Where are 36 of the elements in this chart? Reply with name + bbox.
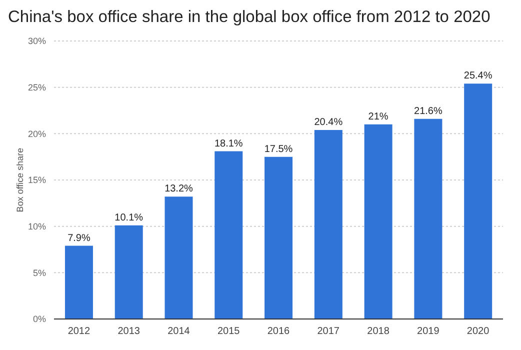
- y-tick-label: 0%: [32, 314, 46, 324]
- x-tick-label: 2017: [317, 326, 340, 338]
- bar: [464, 84, 492, 319]
- x-tick-label: 2014: [168, 326, 190, 338]
- data-label: 20.4%: [314, 116, 343, 128]
- chart-title: China's box office share in the global box office from 2012 to 2020: [8, 8, 492, 27]
- x-tick-label: 2016: [267, 326, 290, 338]
- y-tick-label: 15%: [28, 175, 46, 186]
- data-label: 17.5%: [264, 144, 293, 155]
- bar: [414, 118, 442, 319]
- y-tick-label: 25%: [28, 82, 46, 93]
- y-tick-label: 30%: [28, 36, 46, 46]
- data-label: 7.9%: [68, 232, 90, 244]
- y-axis-title: Box office share: [15, 148, 26, 212]
- data-label: 18.1%: [214, 138, 243, 150]
- x-tick-label: 2020: [466, 326, 490, 338]
- bar: [314, 130, 342, 319]
- bar: [214, 151, 243, 319]
- x-tick-label: 2013: [118, 326, 140, 338]
- bar: [364, 124, 392, 319]
- data-label: 10.1%: [114, 212, 144, 224]
- bar: [264, 156, 293, 319]
- x-tick-label: 2018: [367, 326, 390, 338]
- y-tick-label: 10%: [28, 222, 46, 232]
- y-tick-label: 5%: [32, 268, 46, 278]
- bar: [164, 196, 193, 319]
- bar: [114, 225, 143, 319]
- bar: [64, 246, 93, 319]
- x-tick-label: 2019: [417, 326, 440, 338]
- data-label: 21%: [368, 111, 388, 122]
- data-label: 21.6%: [414, 106, 442, 117]
- data-label: 13.2%: [164, 184, 194, 195]
- x-tick-label: 2015: [217, 326, 240, 338]
- y-tick-label: 20%: [28, 128, 46, 139]
- x-tick-label: 2012: [68, 326, 91, 338]
- data-label: 25.4%: [464, 70, 492, 82]
